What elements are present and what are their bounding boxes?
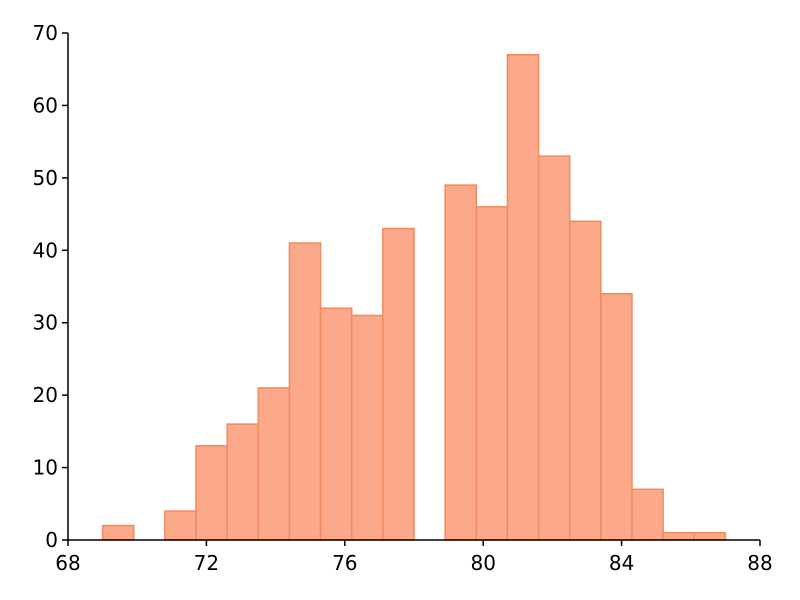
bar — [600, 292, 633, 541]
bar — [101, 524, 135, 541]
bar — [537, 155, 571, 541]
x-tick-label: 80 — [470, 551, 495, 575]
y-tick-label: 10 — [33, 456, 58, 480]
x-tick-label: 88 — [747, 551, 772, 575]
bar — [444, 184, 478, 541]
y-tick-label: 20 — [33, 383, 58, 407]
bar — [662, 532, 696, 541]
bar — [350, 314, 384, 541]
x-tick-label: 84 — [609, 551, 634, 575]
x-tick-label: 68 — [55, 551, 80, 575]
bar — [288, 242, 322, 541]
y-tick-label: 0 — [45, 528, 58, 552]
bar — [164, 510, 197, 541]
y-tick-label: 50 — [33, 166, 58, 190]
bar — [226, 423, 260, 541]
y-tick-label: 60 — [33, 93, 58, 117]
x-tick-label: 76 — [332, 551, 357, 575]
x-tick-label: 72 — [194, 551, 219, 575]
bar — [382, 227, 415, 541]
bar — [631, 488, 664, 541]
y-tick-label: 30 — [33, 311, 58, 335]
bar — [475, 206, 509, 541]
y-tick-label: 70 — [33, 21, 58, 45]
bar — [568, 220, 602, 541]
bar — [693, 532, 727, 541]
bar — [257, 387, 291, 541]
bar — [506, 53, 540, 541]
bar — [195, 445, 228, 541]
y-tick-label: 40 — [33, 238, 58, 262]
bar — [319, 307, 353, 541]
